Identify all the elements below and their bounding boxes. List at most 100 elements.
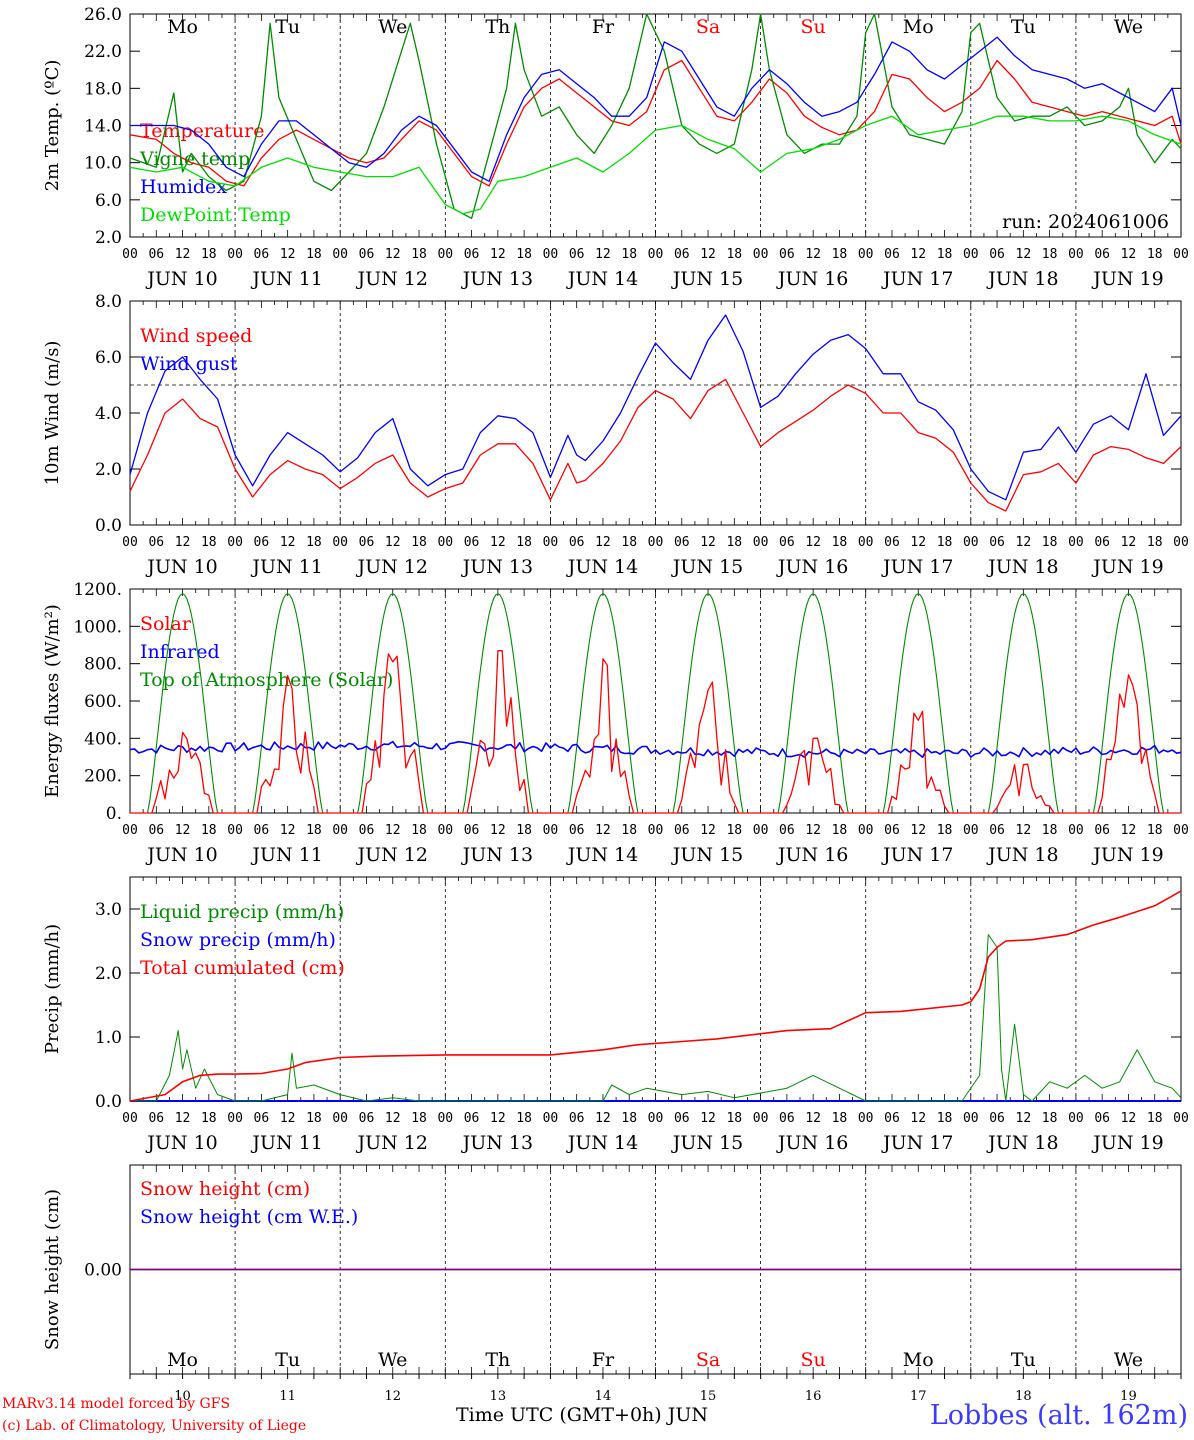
hour-tick-label: 00 (543, 535, 559, 550)
hour-tick-label: 18 (306, 247, 322, 262)
hour-tick-label: 18 (726, 1111, 742, 1126)
y-tick-label: 200. (84, 767, 122, 787)
y-tick-label: 2.0 (95, 964, 122, 984)
hour-tick-label: 18 (1147, 247, 1163, 262)
hour-tick-label: 12 (175, 823, 191, 838)
date-label: JUN 14 (566, 268, 638, 290)
day-name: Fr (592, 16, 615, 38)
date-label: JUN 11 (250, 1132, 322, 1154)
hour-tick-label: 06 (359, 823, 375, 838)
hour-tick-label: 12 (385, 823, 401, 838)
legend-entry: Top of Atmosphere (Solar) (140, 669, 393, 691)
hour-tick-label: 06 (148, 823, 164, 838)
hour-tick-label: 00 (858, 823, 874, 838)
y-tick-label: 800. (84, 655, 122, 675)
y-tick-label: 0. (106, 804, 122, 824)
day-name: We (1114, 1349, 1143, 1371)
x-axis-month: JUN (667, 1404, 709, 1426)
hour-tick-label: 00 (1068, 823, 1084, 838)
date-label: JUN 17 (881, 268, 953, 290)
y-axis-label: Precip (mm/h) (42, 924, 63, 1054)
legend-entry: Total cumulated (cm) (140, 957, 345, 979)
series-line-infrared (129, 740, 1182, 759)
y-tick-label: 0.0 (95, 1092, 122, 1112)
hour-tick-label: 00 (122, 247, 138, 262)
hour-tick-label: 00 (858, 247, 874, 262)
day-number: 15 (700, 1389, 717, 1404)
date-label: JUN 12 (356, 1132, 428, 1154)
hour-tick-label: 12 (1016, 1111, 1032, 1126)
credit-model: MARv3.14 model forced by GFS (2, 1396, 231, 1412)
hour-tick-label: 00 (543, 823, 559, 838)
hour-tick-label: 00 (122, 1111, 138, 1126)
legend-entry: Wind gust (140, 353, 238, 375)
hour-tick-label: 12 (700, 823, 716, 838)
hour-tick-label: 18 (516, 1111, 532, 1126)
day-name: Tu (1011, 16, 1036, 38)
hour-tick-label: 00 (122, 535, 138, 550)
hour-tick-label: 18 (201, 535, 217, 550)
hour-tick-label: 18 (726, 823, 742, 838)
y-tick-label: 8.0 (95, 292, 122, 312)
hour-tick-label: 06 (989, 535, 1005, 550)
hour-tick-label: 18 (1147, 535, 1163, 550)
hour-tick-label: 00 (437, 535, 453, 550)
hour-tick-label: 12 (1121, 247, 1137, 262)
hour-tick-label: 18 (621, 247, 637, 262)
hour-tick-label: 00 (963, 247, 979, 262)
hour-tick-label: 06 (884, 535, 900, 550)
day-name: Mo (167, 16, 198, 38)
day-number: 19 (1120, 1389, 1137, 1404)
hour-tick-label: 00 (648, 247, 664, 262)
hour-tick-label: 18 (306, 1111, 322, 1126)
y-tick-label: 26.0 (84, 5, 122, 25)
hour-tick-label: 00 (227, 823, 243, 838)
day-name: Tu (275, 1349, 300, 1371)
hour-tick-label: 12 (490, 247, 506, 262)
date-label: JUN 10 (145, 1132, 217, 1154)
hour-tick-label: 18 (306, 823, 322, 838)
hour-tick-label: 12 (910, 823, 926, 838)
day-number: 13 (490, 1389, 507, 1404)
hour-tick-label: 00 (963, 535, 979, 550)
y-axis-label: Snow height (cm) (42, 1189, 63, 1350)
hour-tick-label: 12 (910, 247, 926, 262)
y-tick-label: 14.0 (84, 117, 122, 137)
hour-tick-label: 12 (490, 1111, 506, 1126)
hour-tick-label: 00 (1068, 247, 1084, 262)
day-name: Su (801, 16, 826, 38)
date-label: JUN 16 (776, 268, 848, 290)
hour-tick-label: 06 (1094, 247, 1110, 262)
day-name: We (378, 16, 407, 38)
hour-tick-label: 12 (700, 535, 716, 550)
x-axis-title-text: Time UTC (GMT+0h) (456, 1404, 662, 1426)
station-label: Lobbes (alt. 162m) (929, 1400, 1188, 1431)
y-tick-label: 6.0 (95, 348, 122, 368)
hour-tick-label: 12 (700, 1111, 716, 1126)
day-name: Th (485, 16, 510, 38)
hour-tick-label: 06 (569, 535, 585, 550)
hour-tick-label: 12 (1121, 1111, 1137, 1126)
hour-tick-label: 18 (411, 535, 427, 550)
day-name: We (378, 1349, 407, 1371)
hour-tick-label: 12 (175, 535, 191, 550)
hour-tick-label: 18 (832, 247, 848, 262)
hour-tick-label: 06 (779, 247, 795, 262)
hour-tick-label: 00 (227, 535, 243, 550)
hour-tick-label: 18 (937, 247, 953, 262)
hour-tick-label: 18 (201, 247, 217, 262)
date-label: JUN 19 (1091, 556, 1163, 578)
hour-tick-label: 00 (648, 1111, 664, 1126)
y-tick-label: 22.0 (84, 42, 122, 62)
hour-tick-label: 06 (569, 1111, 585, 1126)
y-tick-label: 2.0 (95, 228, 122, 248)
date-label: JUN 15 (671, 268, 743, 290)
date-label: JUN 18 (986, 844, 1058, 866)
series-line-red (129, 59, 1182, 187)
date-label: JUN 10 (145, 844, 217, 866)
y-axis-label: Energy fluxes (W/m²) (42, 604, 63, 798)
hour-tick-label: 06 (989, 823, 1005, 838)
y-tick-label: 3.0 (95, 900, 122, 920)
legend-entry: Snow height (cm) (140, 1178, 310, 1200)
